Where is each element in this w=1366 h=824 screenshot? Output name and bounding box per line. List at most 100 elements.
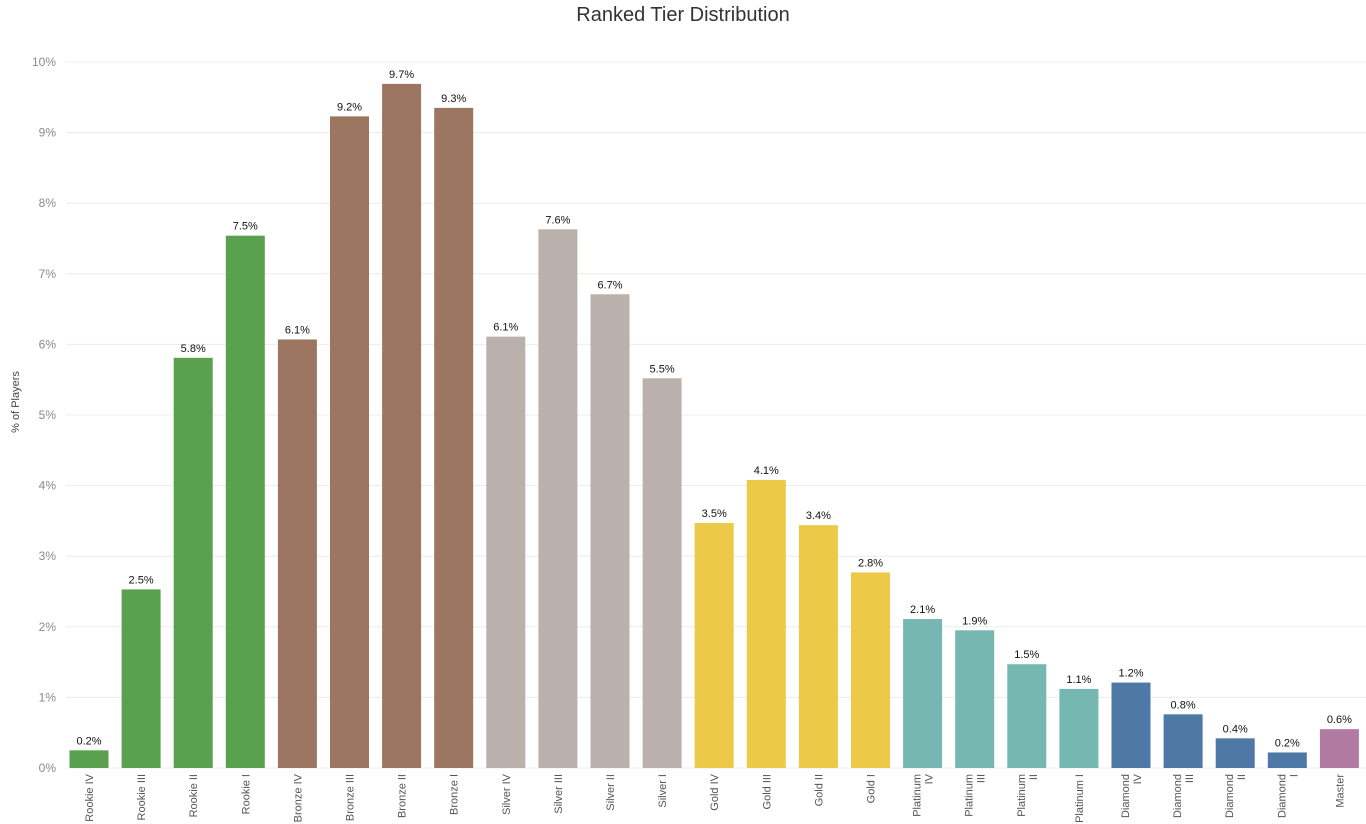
data-label: 9.7%: [389, 69, 414, 81]
y-tick-label: 7%: [39, 267, 57, 281]
bar: [1163, 714, 1203, 768]
bar: [330, 116, 369, 768]
data-label: 2.1%: [910, 604, 935, 616]
x-category-label-line: Diamond: [1224, 774, 1236, 818]
data-label: 5.8%: [181, 343, 206, 355]
x-category-label: PlatinumIV: [912, 773, 936, 816]
data-label: 3.5%: [702, 508, 727, 520]
x-category-label: Silver I: [657, 774, 669, 808]
x-category-label-line: Silver I: [657, 774, 669, 808]
x-category-label: Bronze I: [449, 774, 461, 815]
y-tick-label: 0%: [39, 761, 57, 775]
bar: [1267, 752, 1307, 768]
data-label: 2.5%: [129, 574, 154, 586]
x-category-label: Silver II: [605, 774, 617, 811]
data-label: 5.5%: [650, 363, 675, 375]
x-category-label-line: Platinum: [912, 774, 924, 817]
x-category-label: Bronze II: [397, 774, 409, 818]
data-label: 0.4%: [1223, 723, 1248, 735]
data-label: 1.5%: [1014, 649, 1039, 661]
x-category-label: DiamondII: [1224, 774, 1248, 818]
x-category-label: DiamondI: [1276, 774, 1300, 818]
y-tick-label: 3%: [39, 549, 57, 563]
x-category-label: Gold I: [866, 774, 878, 803]
x-category-label-line: IV: [1132, 773, 1144, 784]
data-label: 1.9%: [962, 615, 987, 627]
x-category-label-line: Platinum: [964, 774, 976, 817]
x-category-label: Gold IV: [709, 773, 721, 810]
bar: [538, 229, 578, 768]
bar: [590, 294, 630, 768]
bar: [486, 336, 526, 768]
x-category-label-line: Bronze II: [397, 774, 409, 818]
bar: [1215, 738, 1255, 768]
data-label: 0.8%: [1171, 699, 1196, 711]
x-category-label-line: Bronze IV: [292, 773, 304, 822]
x-category-label-line: II: [1028, 774, 1040, 780]
x-category-label: PlatinumII: [1016, 774, 1040, 817]
bar: [746, 479, 786, 768]
bar: [642, 378, 682, 768]
bar: [694, 523, 734, 768]
data-label: 9.3%: [441, 93, 466, 105]
x-category-label-line: Gold III: [761, 774, 773, 809]
x-category-label: PlatinumIII: [964, 774, 988, 817]
bar: [173, 357, 213, 768]
bar: [1111, 682, 1151, 768]
x-category-label-line: IV: [924, 773, 936, 784]
bar: [798, 525, 838, 768]
x-category-label-line: Gold IV: [709, 773, 721, 810]
x-category-label-line: Master: [1334, 774, 1346, 808]
data-label: 1.2%: [1118, 668, 1143, 680]
bars: [69, 83, 1359, 769]
x-category-label: Gold II: [813, 774, 825, 806]
bar: [69, 750, 109, 768]
data-label: 2.8%: [858, 557, 883, 569]
bar: [1007, 664, 1047, 768]
y-tick-label: 4%: [39, 479, 57, 493]
bar: [1319, 729, 1359, 768]
bar: [851, 572, 890, 768]
data-label: 6.1%: [285, 324, 310, 336]
data-label: 7.6%: [545, 214, 570, 226]
x-category-label-line: Diamond: [1172, 774, 1184, 818]
bar: [955, 630, 995, 768]
x-category-label: DiamondIV: [1120, 773, 1144, 818]
x-category-label-line: Bronze III: [345, 774, 357, 821]
x-category-label-line: II: [1236, 774, 1248, 780]
bar: [225, 235, 265, 768]
x-category-label-line: Diamond: [1120, 774, 1132, 818]
bar: [434, 107, 474, 768]
y-tick-label: 8%: [39, 196, 57, 210]
y-tick-label: 1%: [39, 690, 57, 704]
x-category-label: Bronze III: [345, 774, 357, 821]
data-labels: 0.2% 2.5% 5.8% 7.5% 6.1% 9.2% 9.7% 9.3% 6.1% 7.6%…: [76, 69, 1352, 750]
x-category-label: Silver IV: [501, 773, 513, 815]
x-category-label-line: Gold I: [866, 774, 878, 803]
y-tick-label: 5%: [39, 408, 57, 422]
x-category-label: Master: [1334, 774, 1346, 808]
bar: [277, 339, 317, 768]
y-tick-label: 9%: [39, 126, 57, 140]
x-category-label-line: III: [1184, 774, 1196, 783]
x-category-label-line: III: [976, 774, 988, 783]
data-label: 3.4%: [806, 510, 831, 522]
x-category-label-line: Platinum I: [1074, 774, 1086, 823]
y-tick-label: 2%: [39, 620, 57, 634]
x-category-label: Rookie I: [240, 774, 252, 814]
x-category-label: Rookie III: [136, 774, 148, 820]
data-label: 4.1%: [754, 465, 779, 477]
data-label: 6.7%: [597, 279, 622, 291]
bar: [903, 619, 943, 768]
x-category-label: Silver III: [553, 774, 565, 814]
x-category-label-line: Gold II: [813, 774, 825, 806]
chart-title: Ranked Tier Distribution: [576, 4, 790, 26]
bar: [382, 83, 422, 769]
x-category-label: Platinum I: [1074, 774, 1086, 823]
x-category-label: Rookie IV: [84, 773, 96, 821]
x-category-label-line: Bronze I: [449, 774, 461, 815]
bar: [1059, 688, 1099, 768]
data-label: 9.2%: [337, 101, 362, 113]
